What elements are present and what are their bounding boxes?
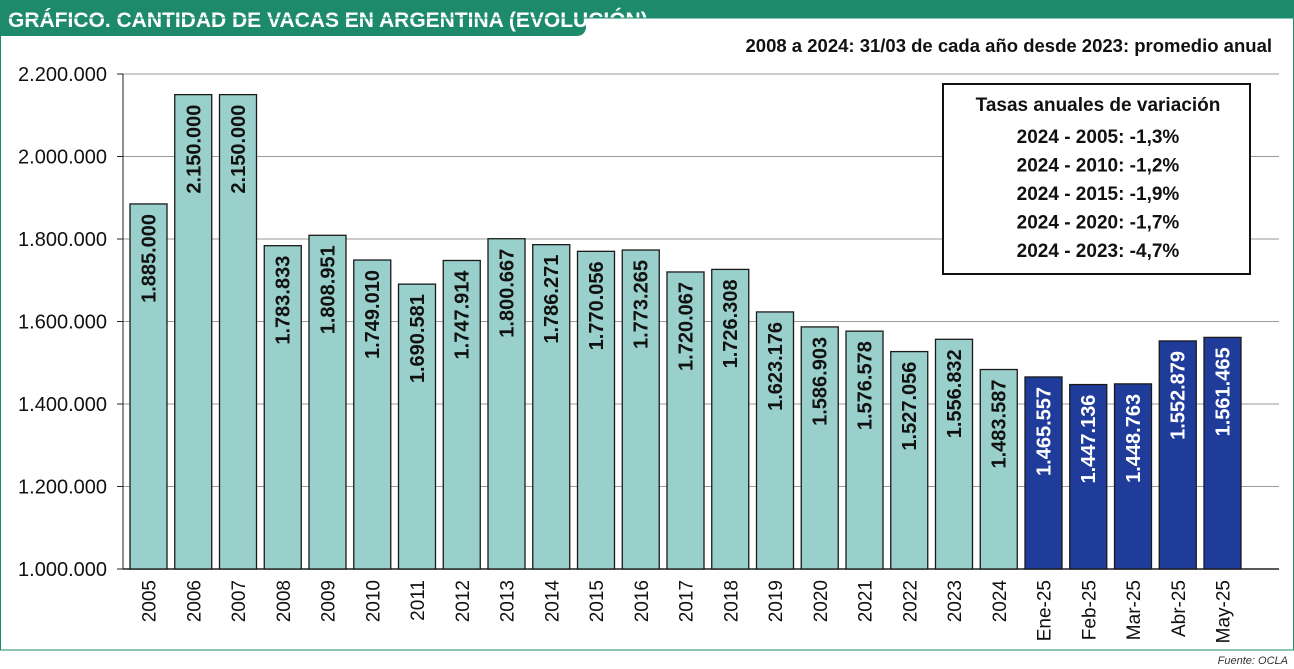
x-tick-label: 2006: [184, 580, 205, 622]
bar-value-label: 1.786.271: [541, 255, 563, 344]
bar: [1024, 376, 1063, 570]
bar-value-label: 1.576.578: [855, 341, 877, 430]
bar-value-label: 1.623.176: [765, 322, 787, 411]
rates-box-line: 2024 - 2015: -1,9%: [1017, 184, 1180, 205]
x-tick-label: 2011: [408, 580, 429, 621]
x-tick-label: 2012: [453, 580, 474, 622]
bar-value-label: 2.150.000: [183, 105, 205, 194]
x-axis-ticks: 2005 2006 2007 2008 2009 2010 2011 2012 2013 2014…: [140, 580, 1235, 644]
rates-box: Tasas anuales de variación 2024 - 2005: …: [942, 83, 1251, 275]
bar: [397, 283, 437, 570]
bar-value-label: 1.447.136: [1078, 395, 1100, 484]
x-tick-label: 2023: [945, 580, 966, 622]
bar: [890, 350, 929, 570]
y-tick-label: 1.000.000: [18, 559, 107, 581]
y-tick-label: 1.200.000: [18, 477, 107, 499]
bar: [845, 330, 884, 570]
bar-value-label: 1.720.067: [676, 282, 698, 371]
source-note: Fuente: OCLA: [1217, 655, 1288, 667]
rates-box-line: 2024 - 2005: -1,3%: [1017, 127, 1180, 148]
bar: [353, 259, 392, 570]
x-tick-label: Ene-25: [1035, 580, 1056, 641]
bar: [532, 244, 571, 570]
bar-value-label: 1.726.308: [720, 279, 742, 368]
bar: [487, 238, 526, 570]
bar-value-label: 1.527.056: [899, 362, 921, 451]
bar: [934, 338, 974, 570]
bar: [129, 203, 168, 570]
bar: [755, 311, 795, 570]
bar: [1113, 383, 1153, 570]
bar: [800, 326, 839, 570]
bar-value-label: 1.690.581: [407, 294, 429, 383]
x-tick-label: 2021: [856, 580, 877, 622]
x-tick-label: 2020: [811, 580, 832, 622]
x-tick-label: 2018: [721, 580, 742, 622]
bar: [666, 271, 705, 570]
y-tick-label: 1.800.000: [18, 229, 107, 251]
x-tick-label: 2016: [632, 580, 653, 622]
x-tick-label: Feb-25: [1079, 580, 1100, 640]
bar: [621, 249, 660, 570]
x-tick-label: 2013: [498, 580, 519, 622]
bar: [308, 234, 347, 570]
bar-value-label: 1.800.667: [497, 249, 519, 338]
x-tick-label: 2010: [363, 580, 384, 622]
bar: [1203, 336, 1242, 570]
bar: [1158, 340, 1197, 570]
x-tick-label: 2019: [766, 580, 787, 622]
x-tick-label: 2005: [140, 580, 161, 622]
x-tick-label: Mar-25: [1124, 580, 1145, 640]
bar: [979, 368, 1018, 570]
rates-box-line: 2024 - 2020: -1,7%: [1017, 213, 1180, 234]
bar-value-label: 1.465.557: [1034, 387, 1056, 476]
y-tick-label: 1.600.000: [18, 312, 107, 334]
y-axis-ticks: 1.000.000 1.200.000 1.400.000 1.600.000 1.80…: [18, 64, 124, 581]
bar-value-label: 1.448.763: [1123, 394, 1145, 483]
bars: 1.885.000 2.150.000 2.150.000 1.783.833 1.80…: [129, 93, 1242, 570]
chart-subtitle: 2008 a 2024: 31/03 de cada año desde 202…: [746, 35, 1272, 56]
bar-value-label: 1.770.056: [586, 261, 608, 350]
bar-value-label: 1.747.914: [452, 270, 474, 360]
x-tick-label: 2022: [900, 580, 921, 622]
bar: [711, 268, 750, 570]
x-tick-label: 2007: [229, 580, 250, 622]
chart-title: GRÁFICO. CANTIDAD DE VACAS EN ARGENTINA …: [8, 8, 648, 32]
bar: [442, 259, 481, 570]
bar-value-label: 1.552.879: [1168, 351, 1190, 440]
bar-value-label: 1.556.832: [944, 349, 966, 438]
rates-box-title: Tasas anuales de variación: [976, 95, 1221, 116]
bar-value-label: 1.885.000: [139, 214, 161, 303]
rates-box-line: 2024 - 2023: -4,7%: [1017, 241, 1180, 262]
bar-value-label: 1.783.833: [273, 256, 295, 345]
x-tick-label: 2014: [542, 580, 563, 623]
bar: [174, 93, 213, 570]
bar: [576, 250, 616, 570]
x-tick-label: 2017: [677, 580, 698, 622]
x-tick-label: 2015: [587, 580, 608, 622]
x-tick-label: Abr-25: [1169, 580, 1190, 637]
y-tick-label: 2.200.000: [18, 64, 107, 86]
bar-value-label: 2.150.000: [228, 105, 250, 194]
bar: [1069, 383, 1108, 570]
bar-value-label: 1.808.951: [318, 245, 340, 334]
bar-value-label: 1.561.465: [1213, 347, 1235, 436]
bar: [263, 245, 302, 570]
bar-value-label: 1.773.265: [631, 260, 653, 349]
bar-value-label: 1.749.010: [362, 270, 384, 359]
y-tick-label: 2.000.000: [18, 147, 107, 169]
x-tick-label: May-25: [1214, 580, 1235, 643]
bar-value-label: 1.586.903: [810, 337, 832, 426]
rates-box-frame: [942, 83, 1251, 275]
y-tick-label: 1.400.000: [18, 394, 107, 416]
rates-box-line: 2024 - 2010: -1,2%: [1017, 156, 1180, 177]
bar-value-label: 1.483.587: [989, 380, 1011, 469]
bar: [218, 93, 258, 570]
x-tick-label: 2009: [319, 580, 340, 622]
x-tick-label: 2008: [274, 580, 295, 622]
x-tick-label: 2024: [990, 580, 1011, 623]
